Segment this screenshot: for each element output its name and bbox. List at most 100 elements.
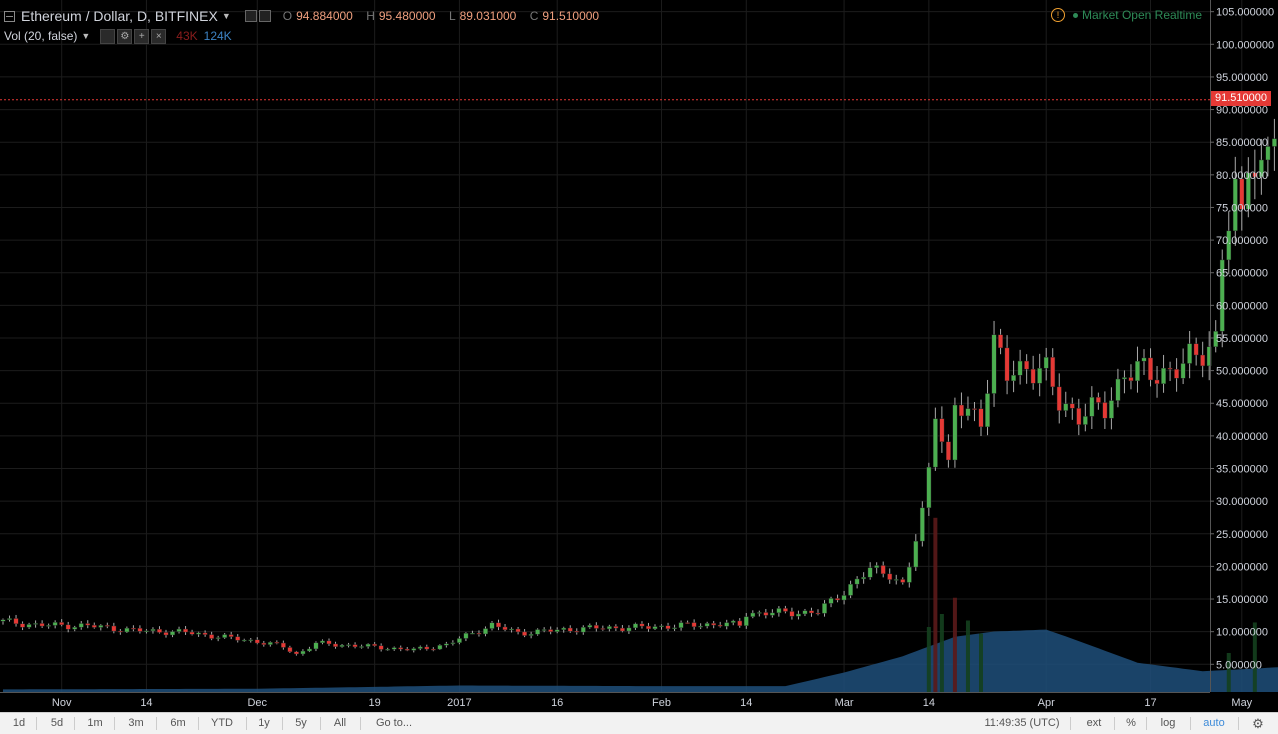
gear-icon[interactable]: ⚙ — [117, 28, 133, 44]
candle-body[interactable] — [457, 638, 462, 643]
candle-body[interactable] — [1148, 357, 1153, 381]
eye-icon[interactable] — [244, 10, 257, 22]
candle-body[interactable] — [1128, 377, 1134, 382]
candle-body[interactable] — [633, 623, 638, 629]
candle-body[interactable] — [626, 627, 632, 632]
candle-body[interactable] — [254, 639, 260, 644]
candle-body[interactable] — [509, 628, 514, 631]
candle-body[interactable] — [1095, 397, 1101, 403]
candle-body[interactable] — [222, 634, 228, 638]
candle-body[interactable] — [483, 628, 488, 635]
candle-body[interactable] — [104, 625, 110, 627]
candle-body[interactable] — [1056, 386, 1062, 411]
candle-body[interactable] — [352, 644, 358, 648]
candle-body[interactable] — [1122, 377, 1127, 380]
candle-body[interactable] — [261, 642, 267, 645]
volume-label[interactable]: Vol (20, false) — [4, 29, 78, 43]
candle-body[interactable] — [841, 595, 847, 601]
candle-body[interactable] — [163, 632, 169, 636]
candle-body[interactable] — [20, 623, 25, 628]
candle-body[interactable] — [378, 645, 384, 650]
candle-body[interactable] — [972, 408, 977, 410]
candle-body[interactable] — [672, 627, 677, 629]
candle-body[interactable] — [874, 565, 880, 568]
candle-body[interactable] — [470, 632, 475, 635]
candle-body[interactable] — [985, 393, 990, 428]
candle-body[interactable] — [443, 643, 449, 646]
range-button-1d[interactable]: 1d — [12, 717, 26, 729]
candle-body[interactable] — [698, 625, 704, 628]
candle-body[interactable] — [52, 622, 58, 626]
candle-body[interactable] — [209, 634, 215, 639]
candle-body[interactable] — [1258, 159, 1264, 178]
candle-body[interactable] — [1226, 230, 1232, 261]
candle-body[interactable] — [235, 636, 241, 641]
range-button-6m[interactable]: 6m — [170, 717, 186, 729]
candle-body[interactable] — [59, 622, 65, 626]
candle-body[interactable] — [1063, 403, 1069, 411]
candle-body[interactable] — [176, 628, 182, 632]
auto-scale-toggle[interactable]: auto — [1203, 717, 1225, 729]
candle-body[interactable] — [946, 441, 951, 461]
candle-body[interactable] — [1115, 378, 1121, 401]
candle-body[interactable] — [411, 648, 417, 651]
candle-body[interactable] — [939, 418, 945, 442]
candle-body[interactable] — [965, 408, 971, 417]
candle-body[interactable] — [1239, 178, 1245, 210]
candle-body[interactable] — [294, 651, 299, 655]
candle-body[interactable] — [196, 632, 201, 635]
candle-body[interactable] — [867, 567, 873, 578]
candle-body[interactable] — [98, 625, 104, 628]
candle-body[interactable] — [1069, 403, 1075, 409]
candle-body[interactable] — [1206, 346, 1212, 367]
candle-body[interactable] — [776, 608, 782, 614]
range-button-all[interactable]: All — [333, 717, 347, 729]
candle-body[interactable] — [1037, 367, 1043, 384]
candle-body[interactable] — [1082, 416, 1088, 425]
chevron-down-icon[interactable]: ▼ — [221, 11, 231, 21]
candle-body[interactable] — [828, 598, 834, 604]
collapse-icon[interactable] — [4, 10, 15, 22]
candle-body[interactable] — [287, 647, 293, 653]
candle-body[interactable] — [743, 616, 749, 626]
candle-body[interactable] — [189, 631, 195, 635]
candle-body[interactable] — [391, 647, 397, 650]
candle-body[interactable] — [1017, 360, 1023, 376]
candle-body[interactable] — [170, 631, 175, 636]
candle-body[interactable] — [359, 646, 364, 648]
candle-body[interactable] — [893, 579, 899, 581]
candle-body[interactable] — [815, 612, 821, 615]
candle-body[interactable] — [691, 622, 697, 627]
candle-body[interactable] — [1174, 369, 1180, 379]
candle-body[interactable] — [1043, 357, 1049, 369]
candle-body[interactable] — [326, 640, 332, 645]
candle-body[interactable] — [704, 623, 710, 627]
candle-body[interactable] — [763, 612, 769, 616]
candle-body[interactable] — [574, 631, 580, 633]
candle-body[interactable] — [404, 648, 410, 651]
candle-body[interactable] — [130, 627, 136, 630]
candle-body[interactable] — [202, 632, 208, 635]
candle-body[interactable] — [502, 626, 508, 630]
candle-body[interactable] — [157, 628, 162, 633]
candle-body[interactable] — [339, 644, 345, 647]
candle-body[interactable] — [144, 630, 149, 632]
warning-icon[interactable]: ! — [1050, 8, 1065, 22]
close-icon[interactable]: × — [151, 28, 167, 44]
candle-body[interactable] — [548, 629, 554, 632]
candle-body[interactable] — [620, 627, 625, 632]
candle-body[interactable] — [789, 611, 795, 617]
candle-body[interactable] — [1076, 408, 1082, 425]
candle-body[interactable] — [1089, 397, 1095, 417]
settings-icon[interactable] — [258, 10, 271, 22]
candle-body[interactable] — [26, 624, 32, 628]
candle-body[interactable] — [1011, 375, 1017, 382]
candle-body[interactable] — [1108, 400, 1114, 419]
candle-body[interactable] — [561, 627, 567, 630]
candle-body[interactable] — [809, 610, 814, 614]
candle-body[interactable] — [1200, 354, 1206, 367]
candle-body[interactable] — [450, 642, 456, 644]
candle-body[interactable] — [496, 622, 501, 628]
candle-body[interactable] — [280, 642, 286, 648]
candle-body[interactable] — [7, 618, 12, 620]
